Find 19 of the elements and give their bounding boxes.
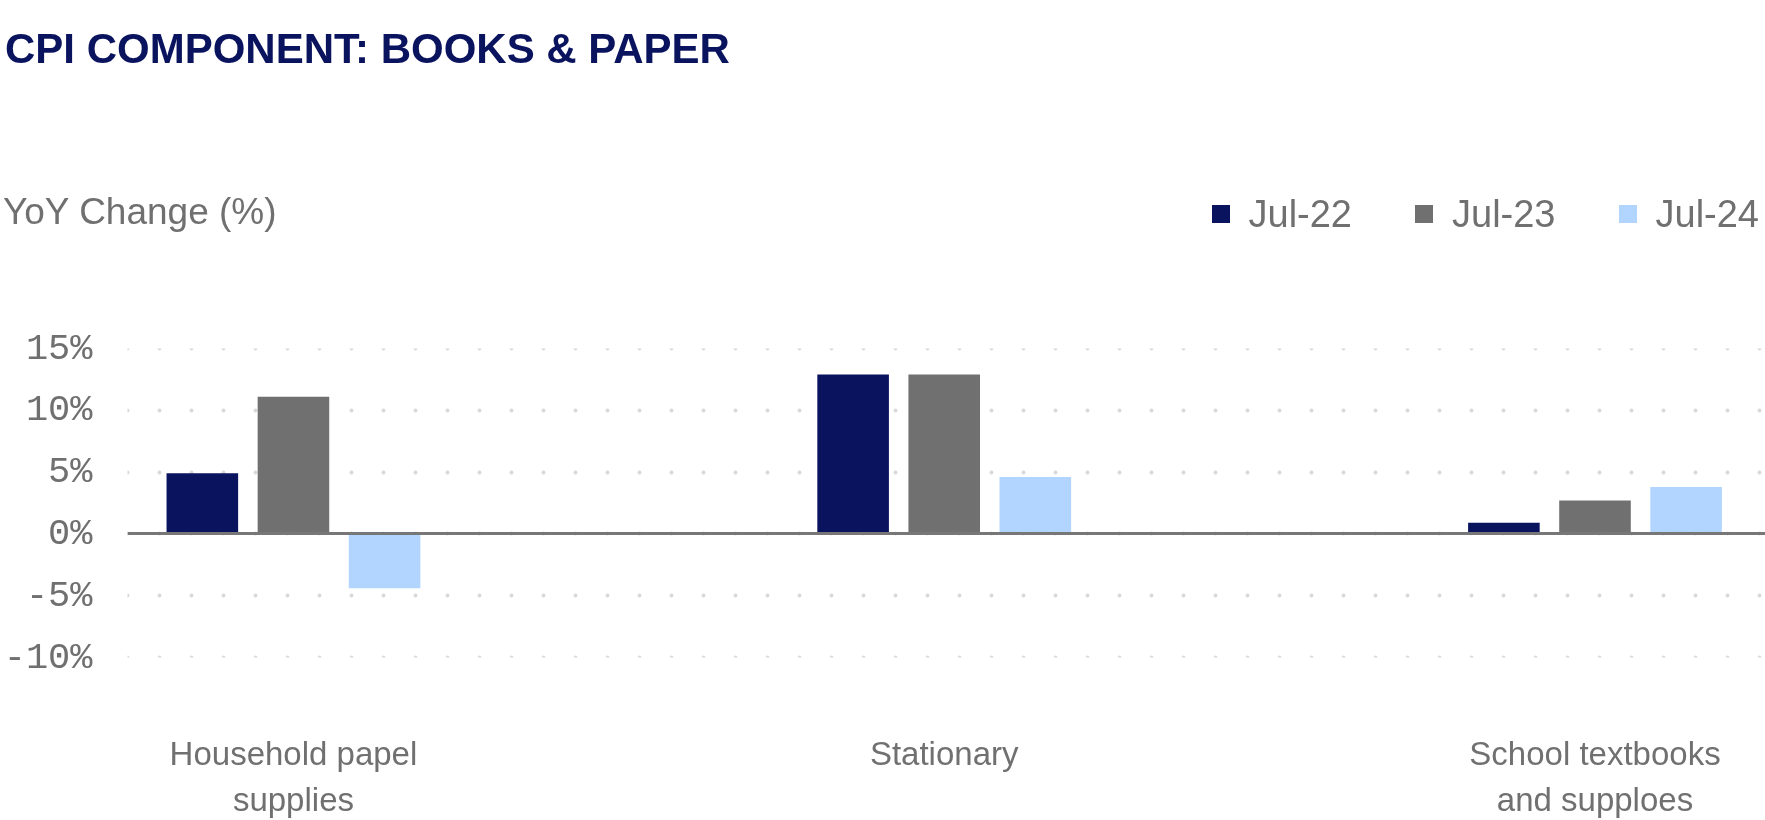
y-tick-label: 0% bbox=[48, 512, 94, 555]
y-axis-title: YoY Change (%) bbox=[3, 190, 277, 234]
x-tick-label: Stationary bbox=[869, 734, 1020, 772]
legend-label: Jul-22 bbox=[1247, 191, 1352, 237]
legend-label: Jul-24 bbox=[1654, 191, 1759, 237]
legend-label: Jul-23 bbox=[1451, 191, 1556, 237]
y-tick-label: 10% bbox=[25, 389, 94, 432]
y-tick-label: -5% bbox=[25, 574, 94, 617]
x-tick-label: Household papel supplies bbox=[169, 734, 418, 818]
bar bbox=[999, 477, 1072, 534]
y-tick-label: 5% bbox=[48, 451, 94, 494]
bar bbox=[166, 473, 239, 534]
y-tick-label: 15% bbox=[25, 327, 94, 370]
x-tick-label: School textbooks and supploes bbox=[1469, 734, 1721, 818]
bar bbox=[348, 533, 421, 589]
bar bbox=[1650, 486, 1722, 534]
y-tick-label: -10% bbox=[3, 636, 94, 679]
bar bbox=[817, 374, 889, 534]
chart-title: CPI COMPONENT: BOOKS & PAPER bbox=[5, 24, 730, 74]
